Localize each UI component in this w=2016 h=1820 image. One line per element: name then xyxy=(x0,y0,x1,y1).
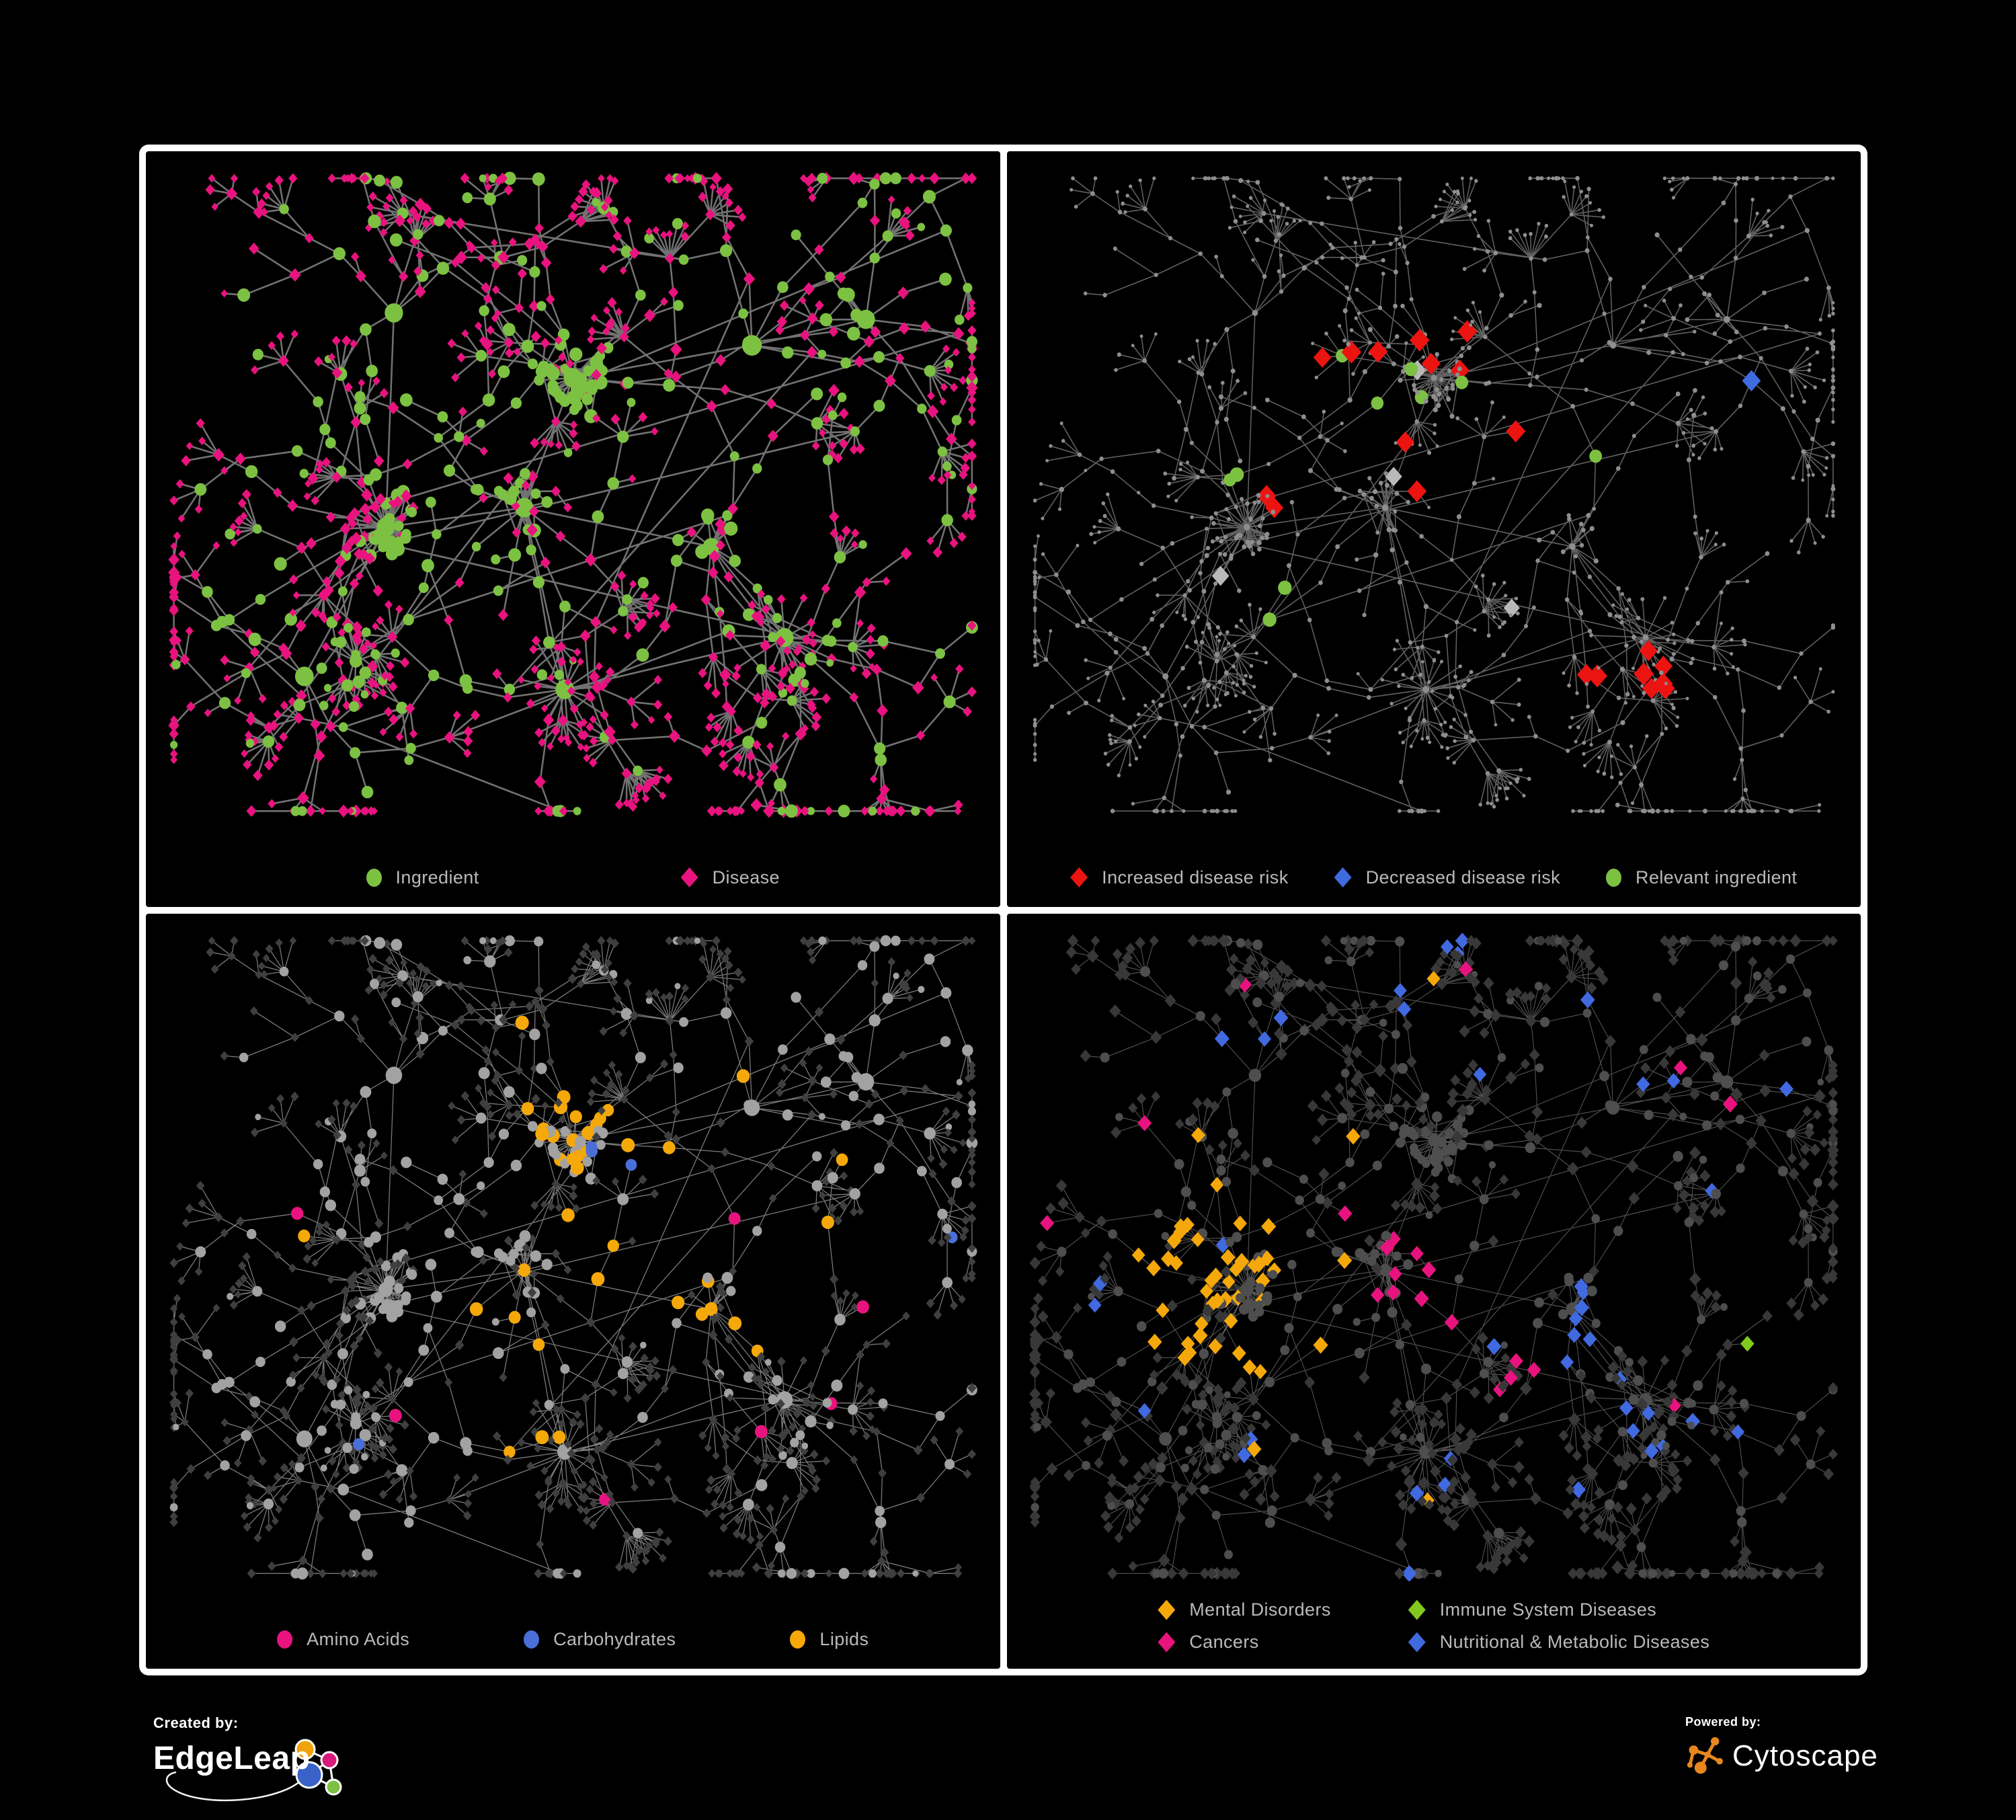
legend-item-increased-disease-risk: Increased disease risk xyxy=(1070,867,1288,888)
legend-item-cancers: Cancers xyxy=(1158,1632,1330,1653)
legend-diamond-marker-icon xyxy=(1334,867,1352,887)
powered-by-label: Powered by: xyxy=(1685,1715,1761,1729)
legend-diamond-marker-icon xyxy=(1408,1599,1426,1620)
legend-circle-marker-icon xyxy=(366,868,382,887)
panel-disease-categories: Mental Disorders Cancers Immune System Dis… xyxy=(1006,913,1861,1669)
powered-by-block: Powered by: Cytoscape xyxy=(1685,1715,1878,1778)
legend-diamond-marker-icon xyxy=(680,867,698,887)
legend-circle-marker-icon xyxy=(790,1630,806,1649)
legend-diamond-marker-icon xyxy=(1158,1599,1176,1620)
legend-item-disease: Disease xyxy=(680,867,780,888)
created-by-label: Created by: xyxy=(153,1714,239,1731)
legend-item-relevant-ingredient: Relevant ingredient xyxy=(1606,867,1797,888)
cytoscape-logo-icon xyxy=(1687,1737,1723,1774)
legend-disease-risk: Increased disease risk Decreased disease … xyxy=(1007,867,1861,888)
legend-item-mental-disorders: Mental Disorders xyxy=(1158,1599,1330,1620)
legend-label: Lipids xyxy=(819,1629,869,1649)
network-graph-nutrient-classes xyxy=(169,935,978,1579)
legend-item-decreased-disease-risk: Decreased disease risk xyxy=(1334,867,1560,888)
edgeleap-wordmark: EdgeLeap xyxy=(153,1741,311,1776)
legend-label: Immune System Diseases xyxy=(1439,1599,1657,1620)
legend-item-immune-system-diseases: Immune System Diseases xyxy=(1408,1599,1709,1620)
legend-label: Disease xyxy=(712,867,780,887)
legend-circle-marker-icon xyxy=(277,1630,293,1649)
legend-circle-marker-icon xyxy=(1606,868,1622,887)
network-graph-disease-categories xyxy=(1029,932,1839,1581)
edgeleap-logo: EdgeLeap xyxy=(153,1736,503,1803)
legend-label: Amino Acids xyxy=(307,1629,410,1649)
legend-item-amino-acids: Amino Acids xyxy=(277,1629,409,1650)
legend-label: Cancers xyxy=(1189,1632,1259,1652)
legend-item-ingredient: Ingredient xyxy=(366,867,479,888)
legend-nutrient-classes: Amino Acids Carbohydrates Lipids xyxy=(146,1629,1000,1650)
legend-diamond-marker-icon xyxy=(1408,1632,1426,1653)
legend-ingredient-disease: Ingredient Disease xyxy=(146,867,1000,888)
network-graph-ingredient-disease xyxy=(168,171,978,818)
legend-label: Nutritional & Metabolic Diseases xyxy=(1439,1632,1710,1652)
panel-nutrient-classes: Amino Acids Carbohydrates Lipids xyxy=(146,913,1000,1669)
panel-disease-risk: Increased disease risk Decreased disease … xyxy=(1006,151,1861,907)
legend-item-lipids: Lipids xyxy=(790,1629,869,1650)
legend-label: Mental Disorders xyxy=(1189,1599,1331,1620)
created-by-block: Created by: EdgeLeap xyxy=(153,1714,503,1803)
network-graph-disease-risk xyxy=(1032,175,1835,814)
legend-item-carbohydrates: Carbohydrates xyxy=(524,1629,676,1650)
cytoscape-wordmark: Cytoscape xyxy=(1732,1739,1878,1772)
panel-ingredient-disease: Ingredient Disease xyxy=(146,151,1000,907)
legend-diamond-marker-icon xyxy=(1158,1632,1176,1653)
legend-label: Decreased disease risk xyxy=(1365,867,1561,887)
legend-label: Ingredient xyxy=(395,867,479,887)
legend-disease-categories: Mental Disorders Cancers Immune System Dis… xyxy=(1007,1599,1861,1653)
legend-label: Relevant ingredient xyxy=(1636,867,1798,887)
legend-diamond-marker-icon xyxy=(1070,867,1088,887)
legend-label: Increased disease risk xyxy=(1102,867,1289,887)
figure-grid: Ingredient Disease Increased disease risk… xyxy=(139,145,1867,1675)
legend-circle-marker-icon xyxy=(524,1630,540,1649)
legend-label: Carbohydrates xyxy=(553,1629,676,1649)
legend-item-nutritional-metabolic-diseases: Nutritional & Metabolic Diseases xyxy=(1408,1632,1709,1653)
